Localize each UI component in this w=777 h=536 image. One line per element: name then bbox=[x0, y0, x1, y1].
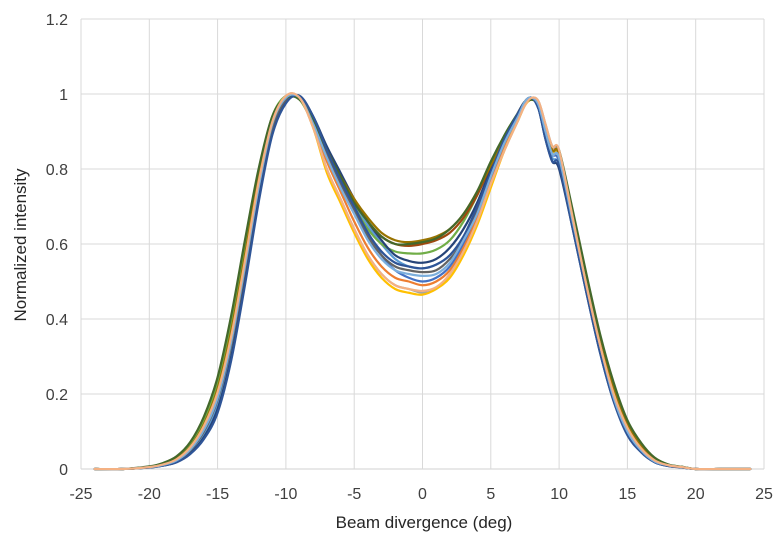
x-tick-label: -25 bbox=[69, 486, 92, 503]
x-tick-label: 0 bbox=[418, 486, 427, 503]
y-tick-labels: 0 0.2 0.4 0.6 0.8 1 1.2 bbox=[46, 12, 68, 479]
y-tick-label: 0.2 bbox=[46, 387, 68, 404]
y-tick-label: 0.8 bbox=[46, 162, 68, 179]
y-tick-label: 1.2 bbox=[46, 12, 68, 29]
series-line-14 bbox=[93, 92, 752, 471]
x-tick-label: -15 bbox=[206, 486, 229, 503]
x-axis-label: Beam divergence (deg) bbox=[336, 513, 513, 532]
series-line-6 bbox=[93, 93, 752, 471]
series-lines bbox=[93, 92, 752, 471]
y-tick-label: 0.4 bbox=[46, 312, 68, 329]
x-tick-labels: -25 -20 -15 -10 -5 0 5 10 15 20 25 bbox=[69, 486, 773, 503]
x-tick-label: 5 bbox=[486, 486, 495, 503]
y-tick-label: 1 bbox=[59, 87, 68, 104]
series-line-12 bbox=[93, 94, 752, 471]
series-line-13 bbox=[93, 93, 752, 471]
x-tick-label: 20 bbox=[687, 486, 705, 503]
x-tick-label: -20 bbox=[138, 486, 161, 503]
y-tick-label: 0.6 bbox=[46, 237, 68, 254]
series-line-11 bbox=[93, 95, 752, 471]
y-axis-label: Normalized intensity bbox=[11, 168, 30, 322]
x-tick-label: 15 bbox=[619, 486, 637, 503]
x-tick-label: 25 bbox=[755, 486, 773, 503]
x-tick-label: -5 bbox=[347, 486, 361, 503]
x-tick-label: -10 bbox=[274, 486, 297, 503]
y-tick-label: 0 bbox=[59, 462, 68, 479]
x-tick-label: 10 bbox=[550, 486, 568, 503]
